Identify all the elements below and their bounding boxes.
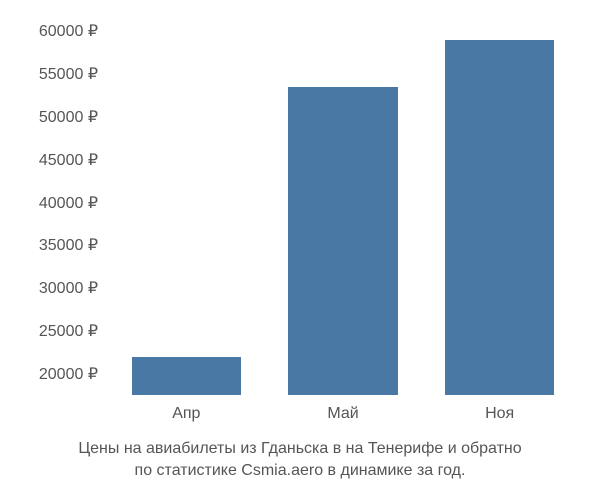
x-tick-label: Май (327, 405, 358, 423)
bar (445, 40, 555, 395)
y-tick-label: 50000 ₽ (39, 107, 98, 127)
caption-line: Цены на авиабилеты из Гданьска в на Тене… (0, 438, 600, 460)
plot-area: 20000 ₽25000 ₽30000 ₽35000 ₽40000 ₽45000… (108, 10, 578, 395)
chart-caption: Цены на авиабилеты из Гданьска в на Тене… (0, 438, 600, 481)
caption-line: по статистике Csmia.aero в динамике за г… (0, 460, 600, 482)
y-tick-label: 45000 ₽ (39, 150, 98, 170)
x-tick-label: Апр (172, 405, 200, 423)
bar (288, 87, 398, 395)
y-tick-label: 25000 ₽ (39, 321, 98, 341)
y-tick-label: 30000 ₽ (39, 278, 98, 298)
y-tick-label: 20000 ₽ (39, 364, 98, 384)
y-tick-label: 35000 ₽ (39, 235, 98, 255)
bar (132, 357, 242, 396)
x-tick-label: Ноя (485, 405, 514, 423)
y-tick-label: 60000 ₽ (39, 21, 98, 41)
y-tick-label: 55000 ₽ (39, 64, 98, 84)
y-tick-label: 40000 ₽ (39, 193, 98, 213)
price-chart: 20000 ₽ 25000 ₽ 30000 ₽ 35000 ₽ 40000 ₽ 45000… (0, 0, 600, 500)
